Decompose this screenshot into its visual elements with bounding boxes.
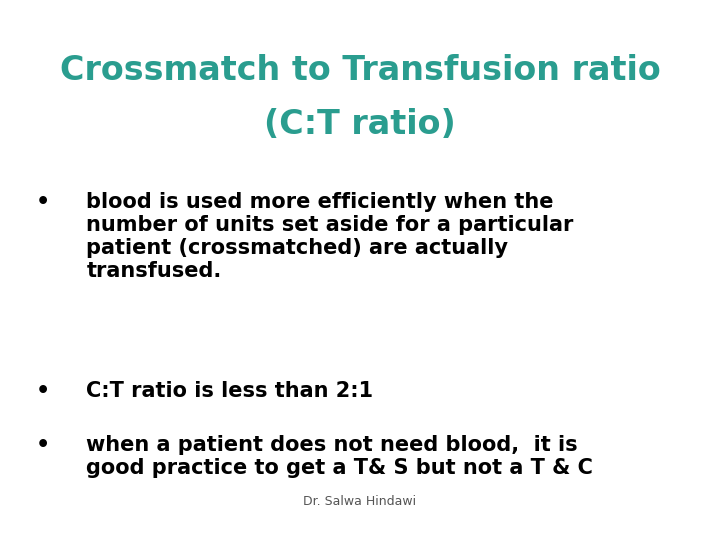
Text: when a patient does not need blood,  it is
good practice to get a T& S but not a: when a patient does not need blood, it i…: [86, 435, 593, 478]
Text: •: •: [36, 381, 50, 401]
Text: (C:T ratio): (C:T ratio): [264, 108, 456, 141]
Text: •: •: [36, 435, 50, 455]
Text: C:T ratio is less than 2:1: C:T ratio is less than 2:1: [86, 381, 374, 401]
Text: •: •: [36, 192, 50, 212]
Text: Crossmatch to Transfusion ratio: Crossmatch to Transfusion ratio: [60, 54, 660, 87]
Text: Dr. Salwa Hindawi: Dr. Salwa Hindawi: [303, 495, 417, 508]
Text: blood is used more efficiently when the
number of units set aside for a particul: blood is used more efficiently when the …: [86, 192, 574, 281]
